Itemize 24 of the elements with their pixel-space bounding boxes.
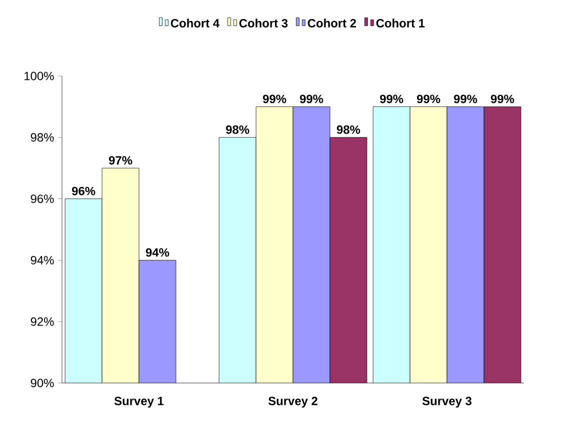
data-label: 94%: [146, 248, 170, 257]
y-tick-label: 94%: [30, 256, 54, 264]
data-label: 99%: [262, 94, 286, 104]
data-label: 99%: [454, 94, 478, 104]
data-label: 99%: [300, 94, 324, 104]
x-tick-label: Survey 1: [114, 396, 164, 408]
data-label: 98%: [336, 125, 360, 134]
y-tick-label: 90%: [30, 378, 54, 388]
legend-label: Cohort 4: [170, 18, 220, 28]
legend-label: Cohort 2: [308, 18, 356, 28]
legend-label: Cohort 1: [376, 18, 425, 28]
data-label: 98%: [226, 125, 250, 134]
x-tick-label: Survey 3: [422, 396, 472, 408]
data-label: 99%: [490, 94, 514, 104]
x-tick-label: Survey 2: [268, 396, 318, 408]
data-label: 97%: [108, 156, 132, 165]
y-tick-label: 100%: [24, 72, 54, 80]
y-tick-label: 98%: [30, 133, 54, 142]
data-label: 99%: [380, 94, 404, 104]
data-label: 96%: [72, 186, 96, 196]
y-tick-label: 96%: [30, 194, 54, 204]
legend-label: Cohort 3: [239, 18, 288, 28]
y-tick-label: 92%: [30, 317, 54, 326]
data-label: 99%: [416, 94, 440, 104]
